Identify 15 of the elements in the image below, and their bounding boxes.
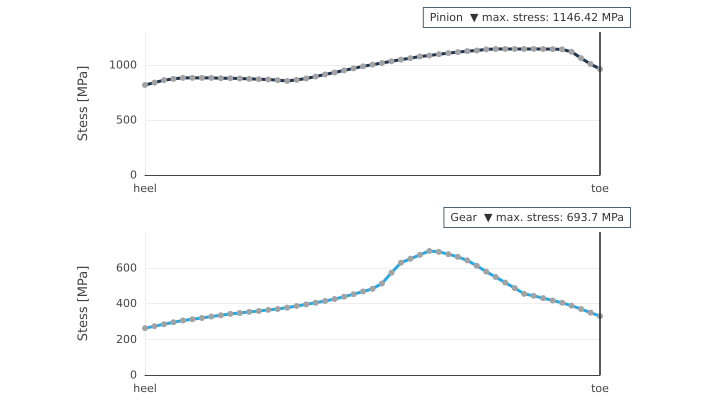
ref-line-label: Pinion ▼ max. stress: 1146.42 MPa (430, 11, 624, 24)
ref-line-label: Gear ▼ max. stress: 693.7 MPa (450, 211, 624, 224)
x-tick-label: heel (133, 182, 157, 195)
x-tick-label: toe (591, 182, 610, 195)
y-tick-label: 400 (116, 297, 137, 310)
x-tick-label: heel (133, 382, 157, 395)
y-axis-title: Stess [MPa] (76, 66, 91, 142)
x-tick-label: toe (591, 382, 610, 395)
y-tick-label: 200 (116, 332, 137, 346)
y-tick-label: 500 (116, 114, 137, 126)
y-tick-label: 600 (116, 261, 137, 274)
y-axis-title: Stess [MPa] (76, 266, 91, 342)
y-tick-label: 0 (130, 368, 137, 382)
y-tick-label: 1000 (109, 58, 137, 72)
y-tick-label: 0 (130, 168, 137, 182)
